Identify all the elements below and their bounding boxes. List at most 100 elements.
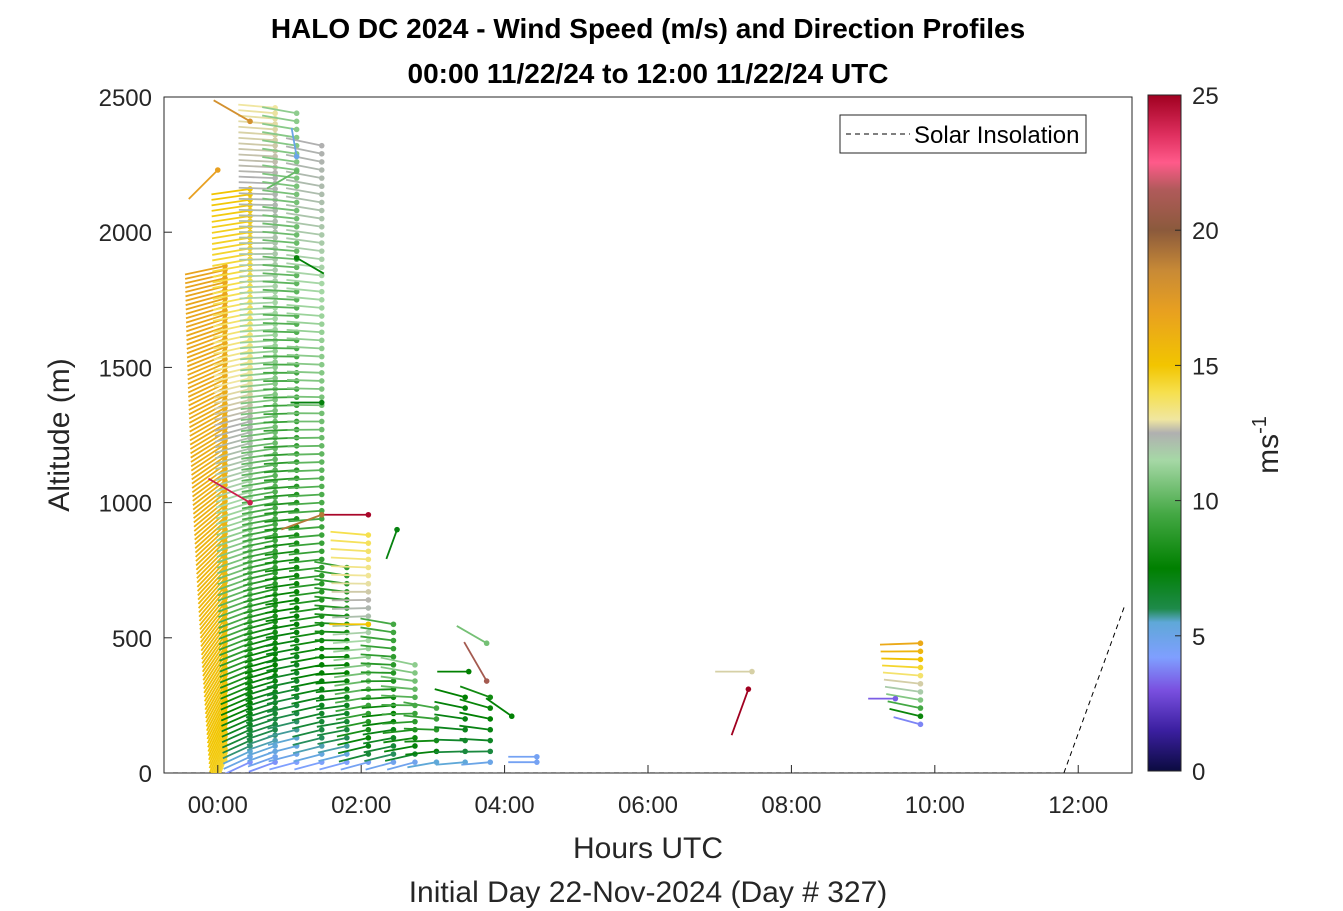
wind-barb-shaft bbox=[241, 485, 276, 493]
wind-barb-point bbox=[293, 134, 300, 141]
wind-barb-shaft bbox=[211, 188, 251, 196]
wind-barb-shaft bbox=[268, 745, 297, 755]
wind-barb bbox=[266, 662, 300, 672]
wind-barb bbox=[264, 556, 300, 565]
wind-barb-shaft bbox=[238, 159, 276, 163]
wind-barb-shaft bbox=[211, 204, 251, 212]
wind-barb-point bbox=[318, 183, 325, 190]
wind-barb-shaft bbox=[266, 170, 298, 190]
wind-barb-shaft bbox=[243, 582, 276, 593]
x-tick-label: 00:00 bbox=[188, 792, 248, 819]
wind-barb bbox=[434, 688, 468, 701]
wind-barb-point bbox=[433, 705, 440, 711]
wind-barb-shaft bbox=[245, 685, 276, 697]
wind-barb-point bbox=[917, 697, 924, 703]
wind-barb-shaft bbox=[189, 427, 226, 450]
wind-barb-shaft bbox=[286, 329, 322, 334]
wind-barb-point bbox=[293, 629, 300, 636]
wind-barb-point bbox=[272, 521, 278, 528]
wind-barb bbox=[288, 556, 325, 564]
wind-barb-shaft bbox=[405, 750, 437, 756]
wind-barb-shaft bbox=[239, 307, 276, 311]
wind-barb bbox=[459, 737, 494, 744]
wind-barb bbox=[286, 278, 325, 287]
wind-barb-shaft bbox=[266, 696, 297, 705]
wind-barb-point bbox=[462, 726, 468, 733]
wind-barb-point bbox=[365, 556, 372, 563]
wind-barb bbox=[239, 315, 278, 322]
wind-barb bbox=[456, 625, 490, 647]
wind-barb-shaft bbox=[289, 599, 322, 606]
wind-barb-shaft bbox=[187, 362, 226, 381]
wind-barb-shaft bbox=[199, 606, 226, 639]
wind-barb bbox=[244, 662, 278, 675]
wind-barb-point bbox=[318, 329, 325, 336]
wind-barb bbox=[285, 137, 325, 149]
wind-barb bbox=[238, 202, 278, 208]
wind-barb bbox=[286, 287, 325, 295]
wind-barb-shaft bbox=[241, 469, 276, 477]
wind-barb bbox=[262, 280, 300, 287]
wind-barb-shaft bbox=[381, 694, 416, 699]
wind-barb-point bbox=[293, 597, 300, 603]
wind-barb bbox=[286, 295, 325, 303]
wind-barb bbox=[208, 477, 253, 506]
wind-barb-point bbox=[293, 207, 300, 214]
wind-barb bbox=[317, 743, 350, 754]
wind-barb-shaft bbox=[240, 393, 276, 399]
wind-barb-shaft bbox=[264, 558, 297, 565]
wind-barb-shaft bbox=[188, 390, 226, 411]
wind-barb-shaft bbox=[198, 585, 226, 618]
wind-barb bbox=[242, 570, 278, 582]
wind-barb bbox=[380, 656, 418, 668]
wind-barb-shaft bbox=[286, 303, 322, 309]
wind-barb-shaft bbox=[245, 696, 276, 708]
wind-barb bbox=[213, 99, 253, 125]
wind-barb-shaft bbox=[285, 178, 322, 188]
wind-barb-shaft bbox=[285, 162, 322, 171]
wind-barb-shaft bbox=[316, 720, 347, 728]
x-tick-label: 08:00 bbox=[761, 792, 821, 819]
wind-barb bbox=[265, 613, 300, 623]
wind-barb-shaft bbox=[281, 513, 323, 531]
wind-barb-shaft bbox=[265, 615, 297, 623]
wind-barb-shaft bbox=[286, 245, 322, 253]
wind-barb-shaft bbox=[265, 599, 297, 606]
wind-barb-shaft bbox=[264, 501, 297, 507]
wind-barb-shaft bbox=[288, 509, 322, 514]
wind-barb bbox=[485, 697, 515, 720]
wind-barb bbox=[240, 348, 278, 355]
wind-barb bbox=[285, 178, 325, 190]
wind-barb-shaft bbox=[185, 285, 226, 298]
wind-barb-shaft bbox=[338, 753, 369, 763]
wind-barb bbox=[262, 288, 300, 295]
wind-barb-shaft bbox=[239, 317, 276, 322]
wind-barb-shaft bbox=[461, 761, 491, 766]
wind-barb-shaft bbox=[240, 398, 276, 405]
wind-barb-shaft bbox=[239, 323, 276, 328]
wind-barb bbox=[266, 670, 300, 680]
wind-barb bbox=[332, 605, 372, 611]
wind-barb-shaft bbox=[216, 523, 251, 536]
wind-barb-shaft bbox=[364, 753, 394, 762]
wind-barb bbox=[247, 753, 278, 768]
wind-barb-point bbox=[344, 710, 350, 717]
wind-barb-shaft bbox=[238, 109, 276, 115]
wind-barb-point bbox=[483, 640, 490, 647]
wind-barb-shaft bbox=[246, 728, 276, 741]
wind-barb-shaft bbox=[459, 685, 491, 699]
wind-barb-shaft bbox=[288, 566, 322, 573]
wind-barb bbox=[285, 187, 325, 198]
wind-barb-shaft bbox=[385, 529, 398, 560]
wind-barb-shaft bbox=[286, 295, 322, 301]
wind-barb bbox=[281, 511, 325, 531]
wind-barb-shaft bbox=[384, 753, 416, 762]
wind-barb-point bbox=[272, 391, 278, 398]
y-axis-label: Altitude (m) bbox=[43, 358, 76, 511]
wind-barb-point bbox=[344, 735, 350, 741]
wind-barb bbox=[319, 511, 372, 518]
wind-barb-shaft bbox=[265, 631, 297, 639]
wind-barb-shaft bbox=[380, 656, 416, 666]
wind-barb-shaft bbox=[403, 727, 437, 731]
wind-barb-shaft bbox=[239, 344, 276, 350]
